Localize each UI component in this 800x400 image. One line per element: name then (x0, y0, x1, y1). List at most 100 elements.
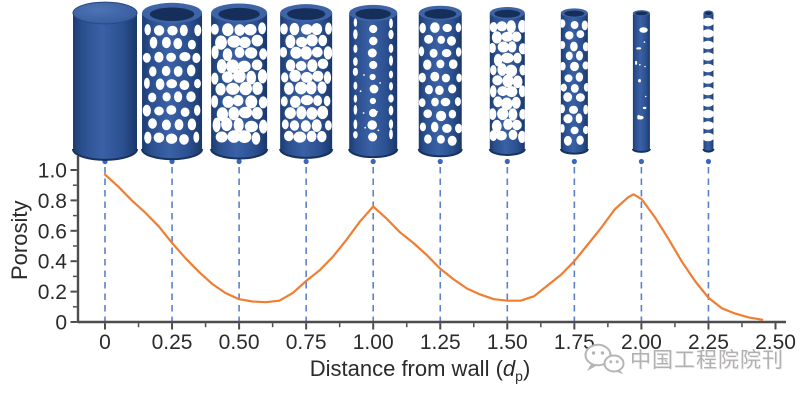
hole (508, 129, 518, 140)
hole (518, 43, 525, 55)
hole (222, 23, 234, 37)
cylinder-illustration (72, 1, 138, 161)
hole (447, 36, 456, 46)
hole (448, 109, 457, 119)
hole (364, 126, 367, 129)
x-tick-label: 0 (99, 331, 111, 354)
hole (448, 84, 457, 94)
cylinder-holes (635, 27, 648, 120)
x-tick-label: 0.50 (219, 331, 260, 354)
hole (496, 21, 508, 32)
hole (489, 108, 497, 120)
hole (575, 72, 584, 82)
x-axis-subscript: p (515, 368, 523, 384)
hole (187, 39, 196, 50)
hole (166, 133, 178, 144)
hole (284, 130, 294, 142)
x-axis-title-prefix: Distance from wall ( (309, 356, 503, 381)
hole (369, 108, 378, 118)
hole (317, 131, 327, 143)
hole (352, 67, 358, 76)
hole (424, 34, 434, 44)
guide-dot (504, 158, 510, 165)
hole (232, 95, 244, 107)
hole (211, 45, 219, 59)
cylinder-illustration (417, 5, 463, 158)
hole (211, 95, 219, 108)
hole (424, 134, 432, 144)
cylinder-illustration (702, 10, 715, 153)
guide-dot (571, 158, 577, 165)
hole (353, 104, 358, 115)
hole (194, 24, 202, 37)
hole (300, 120, 311, 132)
hole (149, 66, 157, 77)
hole (307, 59, 318, 72)
hole (142, 104, 151, 117)
hole (323, 95, 331, 107)
cylinder-top-opening (564, 10, 585, 17)
hole (237, 130, 252, 144)
hole (429, 48, 438, 58)
hole (362, 112, 365, 114)
hole (290, 95, 301, 108)
hole (313, 95, 322, 107)
hole (257, 69, 268, 84)
y-tick-label: 1.0 (38, 160, 67, 183)
cylinder-bottom-rim (559, 148, 589, 155)
hole (215, 83, 226, 96)
hole (703, 52, 714, 61)
hole (570, 61, 579, 72)
hole (389, 55, 393, 66)
hole (173, 66, 183, 77)
cylinder-top-cap (72, 1, 138, 25)
hole (418, 98, 426, 107)
hole (280, 23, 288, 35)
hole (301, 72, 313, 83)
hole (353, 119, 358, 130)
hole (491, 31, 502, 44)
hole (369, 36, 378, 46)
hole (583, 83, 588, 92)
hole (423, 109, 433, 118)
hole (388, 119, 394, 129)
hole (251, 34, 263, 47)
hole (215, 131, 228, 143)
hole (221, 71, 234, 83)
hole (192, 52, 201, 64)
hole (489, 42, 496, 54)
hole (560, 41, 566, 49)
hole (644, 95, 647, 98)
hole (212, 117, 221, 133)
hole (576, 135, 584, 145)
hole (560, 104, 565, 114)
cylinder-illustration (141, 2, 204, 161)
y-tick-label: 0 (55, 312, 67, 335)
hole (442, 23, 452, 33)
hole (179, 80, 190, 91)
hole (353, 81, 358, 90)
hole (226, 82, 240, 95)
hole (239, 81, 252, 96)
hole (576, 30, 585, 38)
hole (144, 77, 150, 89)
cylinder-illustration (488, 7, 526, 156)
hole (703, 98, 714, 107)
hole (221, 117, 233, 132)
hole (519, 109, 525, 120)
hole (166, 52, 177, 62)
y-axis-title-text: Porosity (7, 200, 32, 280)
hole (281, 119, 289, 130)
hole (369, 24, 378, 34)
hole (511, 96, 521, 109)
hole (423, 59, 432, 70)
hole (582, 61, 588, 70)
hole (187, 118, 197, 131)
hole (518, 19, 525, 33)
hole (505, 64, 518, 78)
cylinder-top-opening (704, 11, 713, 16)
hole (311, 23, 323, 36)
hole (419, 22, 426, 34)
hole (149, 36, 158, 49)
hole (489, 130, 498, 142)
